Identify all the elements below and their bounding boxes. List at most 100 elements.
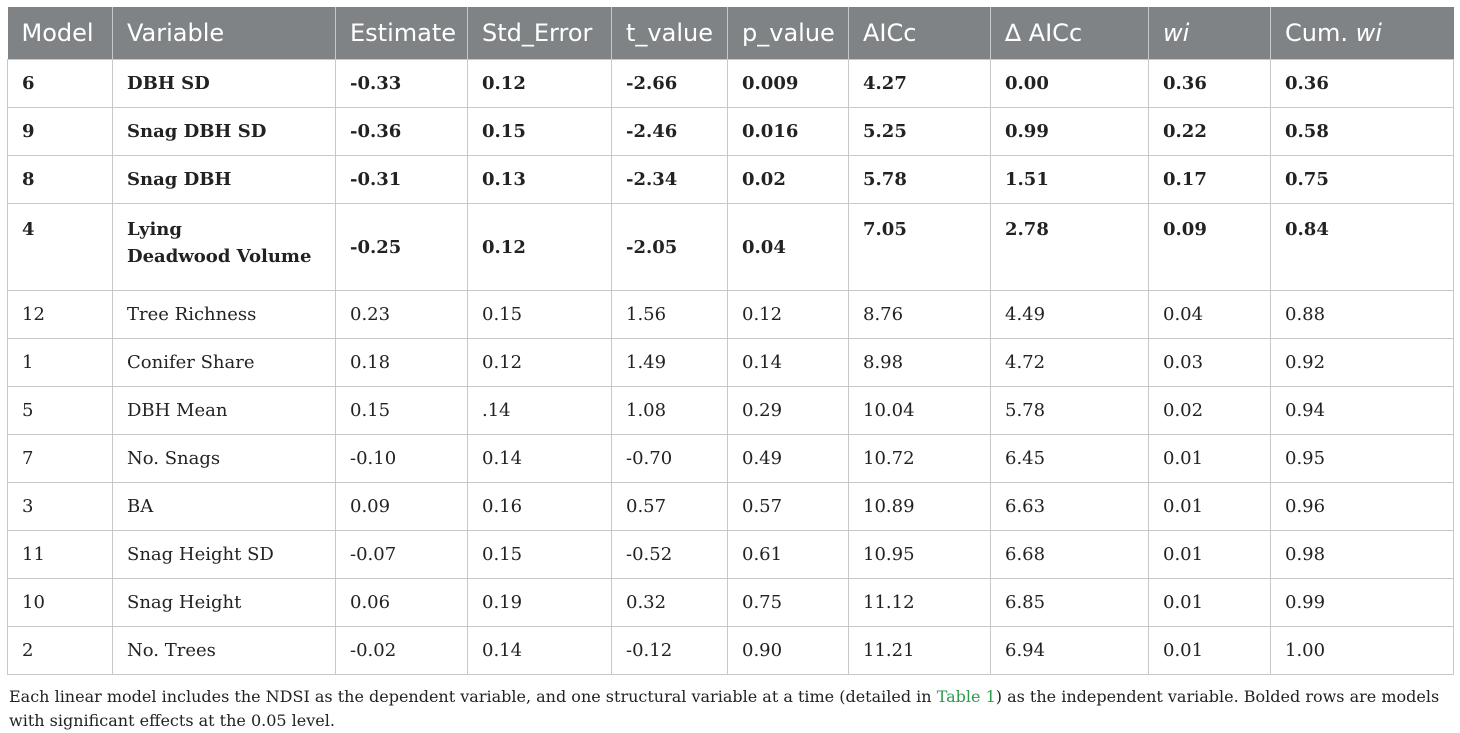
table-row: 8 Snag DBH -0.31 0.13 -2.34 0.02 5.78 1.51 0.17 0…: [7, 155, 1454, 204]
cell-p-value: 0.14: [727, 338, 849, 387]
cell-p-value: 0.02: [727, 155, 849, 204]
footnote-text-before: Each linear model includes the NDSI as t…: [9, 687, 937, 706]
cell-std-error: 0.15: [467, 107, 612, 156]
cell-wi: 0.09: [1148, 203, 1271, 291]
cell-delta-aicc: 6.68: [990, 530, 1149, 579]
cell-wi: 0.01: [1148, 482, 1271, 531]
cell-delta-aicc: 6.63: [990, 482, 1149, 531]
cell-wi: 0.22: [1148, 107, 1271, 156]
cell-model: 4: [7, 203, 113, 291]
cell-cum-wi: 1.00: [1270, 626, 1454, 675]
cell-estimate: 0.06: [335, 578, 468, 627]
table-1-link[interactable]: Table 1: [936, 687, 996, 706]
cell-delta-aicc: 0.99: [990, 107, 1149, 156]
header-estimate: Estimate: [335, 7, 468, 60]
cell-delta-aicc: 4.49: [990, 290, 1149, 339]
cell-cum-wi: 0.96: [1270, 482, 1454, 531]
cell-wi: 0.01: [1148, 530, 1271, 579]
cell-model: 2: [7, 626, 113, 675]
cell-delta-aicc: 6.45: [990, 434, 1149, 483]
table-row: 1 Conifer Share 0.18 0.12 1.49 0.14 8.98 4.72 0.…: [7, 338, 1454, 387]
cell-model: 6: [7, 59, 113, 108]
table-row: 10 Snag Height 0.06 0.19 0.32 0.75 11.12 6.85 0.…: [7, 578, 1454, 627]
cell-cum-wi: 0.84: [1270, 203, 1454, 291]
cell-t-value: -0.12: [611, 626, 728, 675]
cell-aicc: 11.21: [848, 626, 991, 675]
cell-variable-line2: Deadwood Volume: [127, 246, 312, 267]
header-row: Model Variable Estimate Std_Error t_valu…: [7, 7, 1454, 60]
cell-p-value: 0.75: [727, 578, 849, 627]
cell-t-value: 1.08: [611, 386, 728, 435]
cell-aicc: 10.89: [848, 482, 991, 531]
cell-t-value: 1.56: [611, 290, 728, 339]
cell-cum-wi: 0.75: [1270, 155, 1454, 204]
cell-aicc: 5.25: [848, 107, 991, 156]
cell-estimate: -0.10: [335, 434, 468, 483]
header-cum-ital: wi: [1355, 19, 1382, 47]
cell-model: 9: [7, 107, 113, 156]
table-row: 3 BA 0.09 0.16 0.57 0.57 10.89 6.63 0.01 0.96: [7, 482, 1454, 531]
model-results-table: Model Variable Estimate Std_Error t_valu…: [7, 7, 1454, 675]
cell-variable: Snag Height SD: [112, 530, 336, 579]
cell-p-value: 0.016: [727, 107, 849, 156]
cell-variable: DBH Mean: [112, 386, 336, 435]
header-aicc: AICc: [848, 7, 991, 60]
cell-cum-wi: 0.94: [1270, 386, 1454, 435]
cell-delta-aicc: 4.72: [990, 338, 1149, 387]
cell-aicc: 8.76: [848, 290, 991, 339]
cell-p-value: 0.29: [727, 386, 849, 435]
cell-std-error: 0.19: [467, 578, 612, 627]
cell-aicc: 8.98: [848, 338, 991, 387]
cell-aicc: 11.12: [848, 578, 991, 627]
table-row: 4 Lying Deadwood Volume -0.25 0.12 -2.05 0.04 7…: [7, 203, 1454, 291]
cell-estimate: 0.15: [335, 386, 468, 435]
table-row: 6 DBH SD -0.33 0.12 -2.66 0.009 4.27 0.00 0.36 0.…: [7, 59, 1454, 108]
cell-delta-aicc: 6.85: [990, 578, 1149, 627]
cell-delta-aicc: 6.94: [990, 626, 1149, 675]
cell-t-value: -2.46: [611, 107, 728, 156]
cell-p-value: 0.49: [727, 434, 849, 483]
cell-cum-wi: 0.92: [1270, 338, 1454, 387]
cell-t-value: 1.49: [611, 338, 728, 387]
table-row: 11 Snag Height SD -0.07 0.15 -0.52 0.61 10.95 6…: [7, 530, 1454, 579]
cell-cum-wi: 0.88: [1270, 290, 1454, 339]
cell-wi: 0.01: [1148, 434, 1271, 483]
cell-estimate: 0.23: [335, 290, 468, 339]
cell-estimate: -0.33: [335, 59, 468, 108]
cell-variable: No. Trees: [112, 626, 336, 675]
cell-std-error: .14: [467, 386, 612, 435]
cell-std-error: 0.13: [467, 155, 612, 204]
cell-cum-wi: 0.58: [1270, 107, 1454, 156]
cell-wi: 0.36: [1148, 59, 1271, 108]
cell-aicc: 7.05: [848, 203, 991, 291]
cell-estimate: 0.09: [335, 482, 468, 531]
cell-model: 7: [7, 434, 113, 483]
cell-std-error: 0.15: [467, 530, 612, 579]
cell-wi: 0.04: [1148, 290, 1271, 339]
cell-wi: 0.02: [1148, 386, 1271, 435]
cell-cum-wi: 0.98: [1270, 530, 1454, 579]
cell-aicc: 10.95: [848, 530, 991, 579]
cell-estimate: -0.07: [335, 530, 468, 579]
cell-delta-aicc: 0.00: [990, 59, 1149, 108]
cell-variable: Snag DBH SD: [112, 107, 336, 156]
cell-estimate: -0.02: [335, 626, 468, 675]
cell-delta-aicc: 5.78: [990, 386, 1149, 435]
cell-t-value: -2.34: [611, 155, 728, 204]
cell-aicc: 4.27: [848, 59, 991, 108]
header-model: Model: [7, 7, 113, 60]
cell-wi: 0.17: [1148, 155, 1271, 204]
cell-cum-wi: 0.36: [1270, 59, 1454, 108]
cell-model: 11: [7, 530, 113, 579]
cell-estimate: -0.36: [335, 107, 468, 156]
cell-aicc: 5.78: [848, 155, 991, 204]
cell-p-value: 0.57: [727, 482, 849, 531]
cell-std-error: 0.12: [467, 203, 612, 291]
header-wi-text: wi: [1163, 19, 1190, 47]
table-row: 12 Tree Richness 0.23 0.15 1.56 0.12 8.76 4.49 0…: [7, 290, 1454, 339]
cell-delta-aicc: 2.78: [990, 203, 1149, 291]
cell-std-error: 0.16: [467, 482, 612, 531]
cell-aicc: 10.72: [848, 434, 991, 483]
cell-std-error: 0.14: [467, 434, 612, 483]
cell-p-value: 0.12: [727, 290, 849, 339]
